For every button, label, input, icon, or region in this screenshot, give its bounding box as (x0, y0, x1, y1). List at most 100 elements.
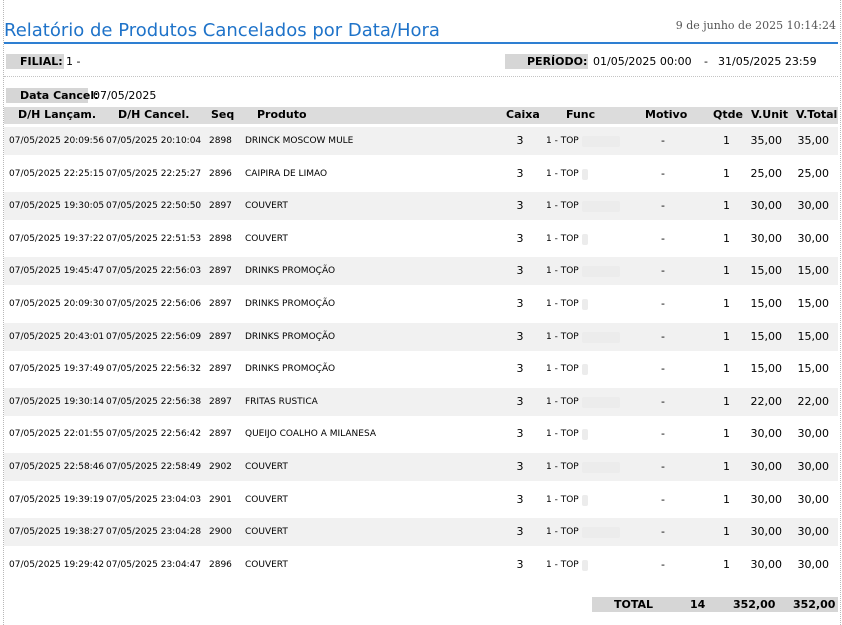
redacted-name (582, 495, 588, 506)
row-cell-lancam: 07/05/2025 20:43:01 (9, 332, 105, 342)
row-cell-func: 1 - TOP (546, 234, 579, 244)
report-title: Relatório de Produtos Cancelados por Dat… (4, 20, 440, 41)
table-row-bg (4, 192, 838, 220)
row-cell-caixa: 3 (516, 362, 524, 375)
redacted-name (582, 201, 620, 212)
total-qtde: 14 (690, 598, 706, 611)
row-cell-cancel: 07/05/2025 22:56:32 (106, 364, 202, 374)
table-row-bg (4, 323, 838, 351)
row-cell-vtotal: 15,00 (797, 297, 830, 310)
row-cell-motivo: - (661, 427, 665, 440)
row-cell-vunit: 30,00 (750, 427, 783, 440)
col-vunit: V.Unit (751, 108, 789, 121)
row-cell-vtotal: 15,00 (797, 264, 830, 277)
filters-divider (4, 76, 838, 77)
filial-label: FILIAL: (20, 55, 63, 68)
col-caixa: Caixa (506, 108, 540, 121)
row-cell-vunit: 30,00 (750, 493, 783, 506)
table-row-bg (4, 257, 838, 285)
row-cell-cancel: 07/05/2025 22:56:06 (106, 299, 202, 309)
row-cell-produto: DRINKS PROMOÇÃO (245, 332, 336, 342)
row-cell-cancel: 07/05/2025 22:56:38 (106, 397, 202, 407)
row-cell-cancel: 07/05/2025 20:10:04 (106, 136, 202, 146)
row-cell-seq: 2897 (209, 364, 232, 374)
row-cell-vunit: 15,00 (750, 264, 783, 277)
row-cell-qtde: 1 (723, 297, 730, 310)
redacted-name (582, 364, 588, 375)
row-cell-seq: 2896 (209, 560, 232, 570)
row-cell-vunit: 30,00 (750, 558, 783, 571)
row-cell-vtotal: 30,00 (797, 460, 830, 473)
row-cell-vtotal: 30,00 (797, 525, 830, 538)
row-cell-func: 1 - TOP (546, 266, 579, 276)
row-cell-qtde: 1 (723, 232, 730, 245)
title-underline (4, 42, 838, 44)
page-border-right (840, 0, 841, 625)
redacted-name (582, 299, 588, 310)
row-cell-cancel: 07/05/2025 22:58:49 (106, 462, 202, 472)
row-cell-lancam: 07/05/2025 19:38:27 (9, 527, 105, 537)
row-cell-motivo: - (661, 493, 665, 506)
row-cell-qtde: 1 (723, 264, 730, 277)
redacted-name (582, 462, 620, 473)
totals-bg (592, 597, 838, 612)
row-cell-vunit: 35,00 (750, 134, 783, 147)
row-cell-vtotal: 15,00 (797, 362, 830, 375)
row-cell-vtotal: 15,00 (797, 330, 830, 343)
row-cell-caixa: 3 (516, 558, 524, 571)
row-cell-vunit: 30,00 (750, 525, 783, 538)
row-cell-qtde: 1 (723, 525, 730, 538)
periodo-start: 01/05/2025 00:00 (593, 55, 692, 68)
row-cell-motivo: - (661, 232, 665, 245)
row-cell-lancam: 07/05/2025 20:09:56 (9, 136, 105, 146)
row-cell-seq: 2897 (209, 201, 232, 211)
row-cell-vtotal: 30,00 (797, 427, 830, 440)
periodo-label: PERÍODO: (527, 55, 588, 68)
table-row-bg (4, 453, 838, 481)
row-cell-lancam: 07/05/2025 19:37:22 (9, 234, 105, 244)
row-cell-func: 1 - TOP (546, 299, 579, 309)
row-cell-func: 1 - TOP (546, 495, 579, 505)
row-cell-caixa: 3 (516, 232, 524, 245)
row-cell-vunit: 15,00 (750, 297, 783, 310)
col-lancam: D/H Lançam. (18, 108, 97, 121)
row-cell-func: 1 - TOP (546, 527, 579, 537)
row-cell-vunit: 22,00 (750, 395, 783, 408)
row-cell-seq: 2902 (209, 462, 232, 472)
redacted-name (582, 397, 620, 408)
row-cell-produto: DRINKS PROMOÇÃO (245, 299, 336, 309)
row-cell-qtde: 1 (723, 493, 730, 506)
redacted-name (582, 429, 588, 440)
row-cell-motivo: - (661, 264, 665, 277)
table-header (4, 107, 838, 124)
redacted-name (582, 136, 620, 147)
row-cell-lancam: 07/05/2025 20:09:30 (9, 299, 105, 309)
row-cell-vtotal: 30,00 (797, 199, 830, 212)
row-cell-lancam: 07/05/2025 22:25:15 (9, 169, 105, 179)
row-cell-seq: 2897 (209, 429, 232, 439)
col-vtotal: V.Total (796, 108, 838, 121)
row-cell-lancam: 07/05/2025 19:29:42 (9, 560, 105, 570)
row-cell-caixa: 3 (516, 199, 524, 212)
row-cell-produto: DRINCK MOSCOW MULE (245, 136, 354, 146)
row-cell-produto: COUVERT (245, 560, 288, 570)
row-cell-motivo: - (661, 297, 665, 310)
row-cell-motivo: - (661, 134, 665, 147)
row-cell-caixa: 3 (516, 395, 524, 408)
row-cell-vunit: 25,00 (750, 167, 783, 180)
group-value: 07/05/2025 (93, 89, 157, 102)
row-cell-motivo: - (661, 395, 665, 408)
table-row-bg (4, 518, 838, 546)
redacted-name (582, 527, 620, 538)
redacted-name (582, 266, 620, 277)
row-cell-lancam: 07/05/2025 19:30:14 (9, 397, 105, 407)
row-cell-cancel: 07/05/2025 23:04:28 (106, 527, 202, 537)
col-motivo: Motivo (645, 108, 688, 121)
table-row-bg (4, 127, 838, 155)
row-cell-motivo: - (661, 362, 665, 375)
row-cell-caixa: 3 (516, 460, 524, 473)
table-row-bg (4, 388, 838, 416)
row-cell-lancam: 07/05/2025 22:58:46 (9, 462, 105, 472)
filial-value: 1 - (66, 55, 81, 68)
row-cell-motivo: - (661, 330, 665, 343)
